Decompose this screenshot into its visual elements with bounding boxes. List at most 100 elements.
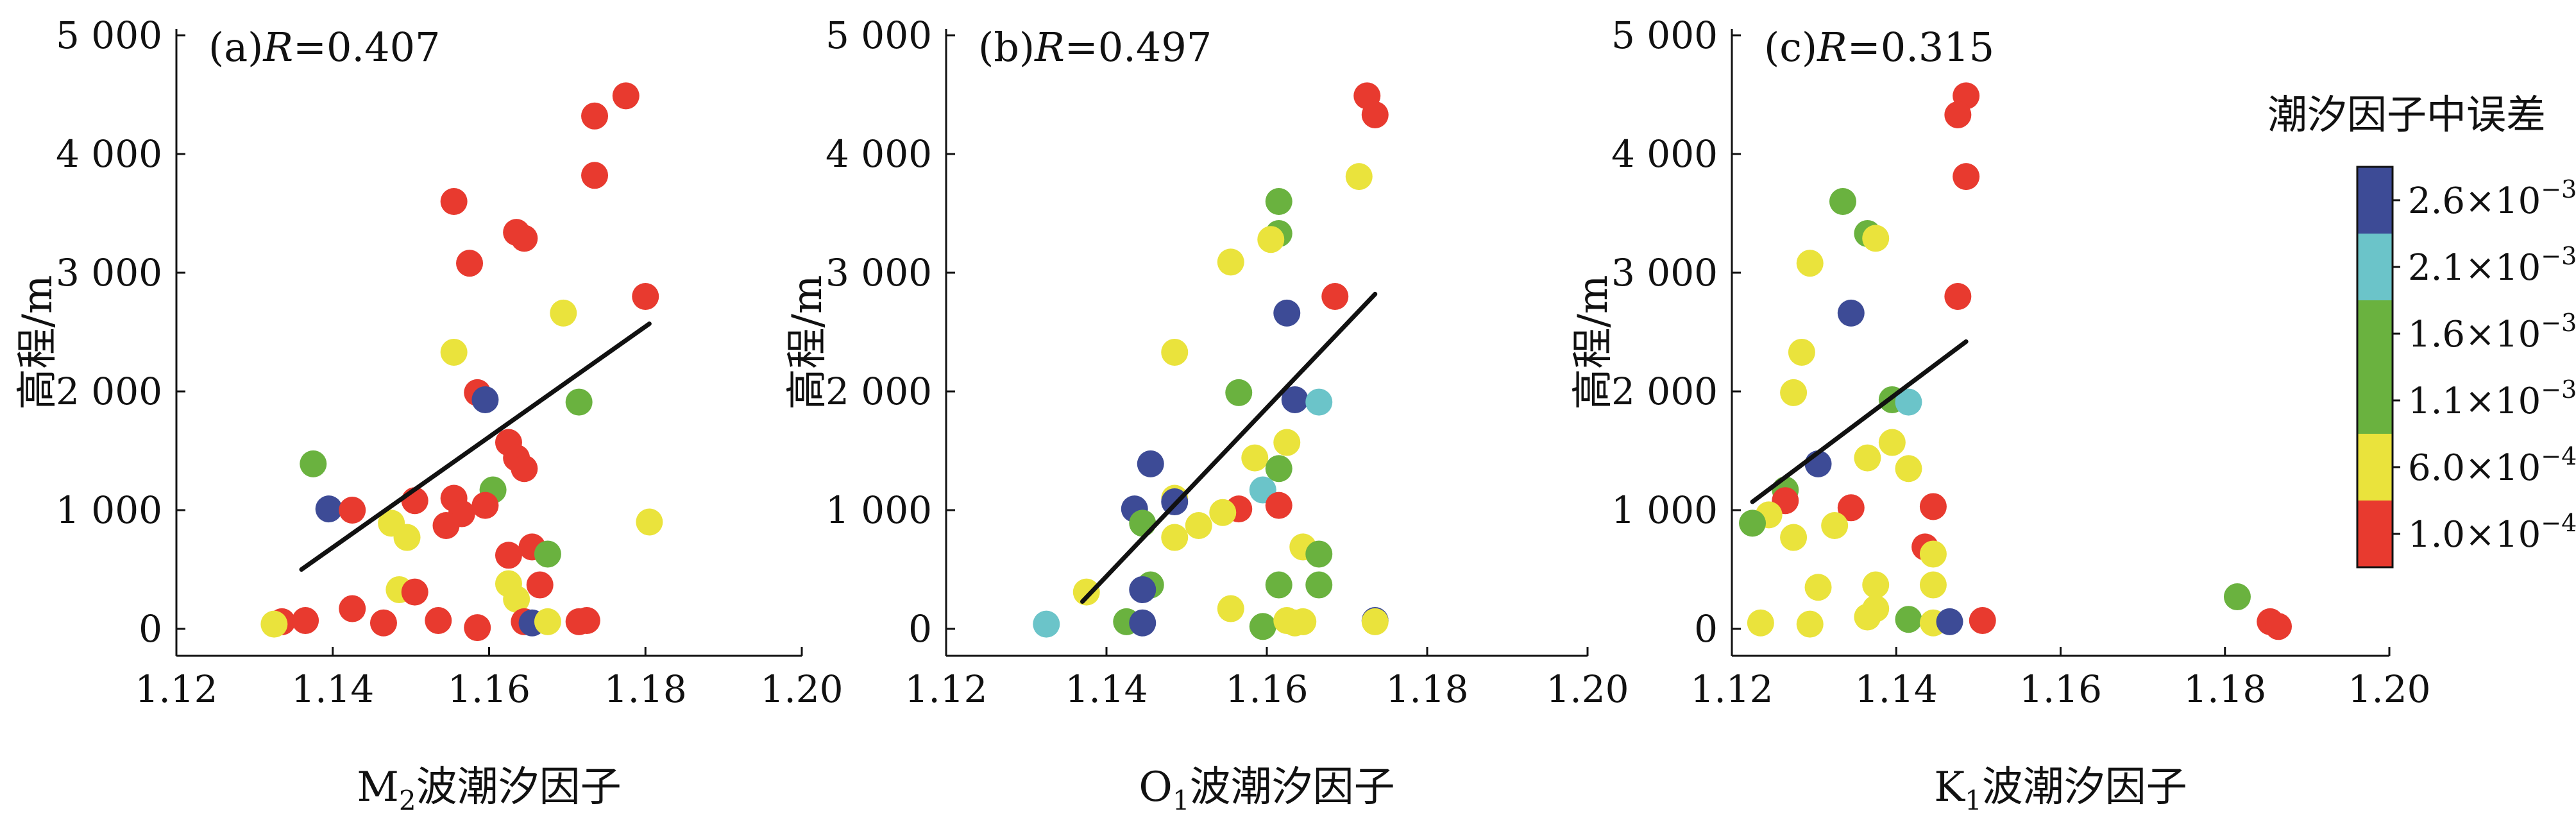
data-point — [581, 102, 609, 130]
data-point — [1919, 540, 1947, 568]
data-point — [1217, 248, 1244, 276]
data-point — [1321, 283, 1349, 310]
y-tick-label: 5 000 — [826, 13, 932, 57]
x-axis-label-main: O — [1139, 764, 1172, 811]
data-point — [1129, 509, 1157, 537]
panel-annotation: (b)R=0.497 — [978, 24, 1212, 71]
legend-label-base: 2.6×10 — [2408, 180, 2541, 222]
data-point — [565, 388, 593, 416]
x-tick-label: 1.20 — [2348, 667, 2430, 711]
data-point — [1209, 499, 1237, 526]
data-point — [369, 609, 397, 637]
data-point — [1936, 608, 1963, 635]
r-value: =0.315 — [1847, 24, 1994, 71]
data-point — [1241, 444, 1269, 472]
legend-label: 2.6×10−3 — [2408, 175, 2576, 222]
data-point — [1257, 226, 1285, 253]
x-axis-label: M2波潮汐因子 — [357, 764, 621, 816]
y-tick-label: 4 000 — [826, 132, 932, 176]
panel-annotation: (a)R=0.407 — [208, 24, 440, 71]
fit-line — [1750, 339, 1969, 504]
legend-color-swatch — [2357, 167, 2393, 234]
panel-label: (b) — [978, 24, 1035, 71]
legend-label: 2.1×10−3 — [2408, 242, 2576, 289]
data-point — [495, 542, 522, 569]
x-axis-label-rest: 波潮汐因子 — [1982, 764, 2187, 811]
data-point — [1919, 571, 1947, 599]
data-point — [401, 578, 428, 606]
data-point — [1137, 450, 1164, 477]
y-axis-label: 高程/m — [1570, 275, 1617, 409]
data-point — [1837, 494, 1865, 522]
data-point — [526, 571, 554, 599]
y-tick-label: 5 000 — [56, 13, 162, 57]
x-tick-label: 1.12 — [1690, 667, 1773, 711]
legend-color-swatch — [2357, 367, 2393, 434]
x-axis-label-main: M — [357, 764, 399, 811]
legend-color-swatch — [2357, 234, 2393, 300]
data-point — [1129, 609, 1157, 637]
x-tick-label: 1.16 — [1225, 667, 1308, 711]
legend-label-base: 2.1×10 — [2408, 247, 2541, 289]
legend-title: 潮汐因子中误差 — [2267, 91, 2546, 138]
data-point — [1854, 444, 1881, 472]
data-point — [632, 283, 659, 310]
data-point — [1289, 608, 1317, 635]
x-tick-label: 1.18 — [2183, 667, 2266, 711]
data-point — [339, 497, 366, 524]
legend-label: 1.1×10−3 — [2408, 375, 2576, 422]
legend-bar-frame — [2356, 166, 2394, 569]
r-value: =0.407 — [293, 24, 440, 71]
y-tick-label: 4 000 — [1611, 132, 1718, 176]
data-point — [1895, 455, 1922, 483]
legend-label-base: 1.6×10 — [2408, 314, 2541, 355]
data-point — [1161, 338, 1189, 366]
x-tick-label: 1.14 — [1065, 667, 1148, 711]
data-point — [1944, 283, 1972, 310]
data-point — [1953, 163, 1980, 191]
data-point — [1225, 379, 1253, 406]
y-tick-label: 0 — [908, 607, 932, 651]
data-point — [1862, 225, 1890, 252]
legend-label-exponent: −3 — [2541, 175, 2576, 203]
data-point — [425, 607, 452, 635]
x-tick-label: 1.20 — [1546, 667, 1629, 711]
y-tick-label: 3 000 — [1611, 251, 1718, 295]
data-point — [300, 450, 327, 477]
y-tick-label: 2 000 — [1611, 370, 1718, 413]
legend-label-exponent: −3 — [2541, 375, 2576, 404]
data-point — [315, 495, 343, 523]
data-point — [260, 610, 288, 638]
y-tick-label: 1 000 — [56, 488, 162, 532]
data-point — [1878, 429, 1906, 456]
data-point — [1739, 509, 1767, 537]
x-tick-label: 1.16 — [2019, 667, 2102, 711]
data-point — [1804, 574, 1832, 601]
data-point — [581, 162, 609, 189]
data-point — [1747, 609, 1774, 637]
data-point — [1780, 524, 1808, 551]
x-axis-label-rest: 波潮汐因子 — [1190, 764, 1395, 811]
data-point — [471, 492, 499, 519]
x-axis-label-main: K — [1934, 764, 1965, 811]
data-point — [1361, 608, 1389, 635]
color-legend: 潮汐因子中误差2.6×10−32.1×10−31.6×10−31.1×10−36… — [2267, 91, 2576, 569]
x-tick-label: 1.14 — [1855, 667, 1938, 711]
chart-panel-2: 0 1 000 2 000 3 000 4 000 5 000 1.12 1.14 1.16 1.… — [784, 13, 1629, 816]
data-point — [1265, 571, 1292, 599]
legend-label-exponent: −4 — [2541, 509, 2576, 537]
data-point — [1072, 578, 1100, 606]
chart-panel-1: 0 1 000 2 000 3 000 4 000 5 000 1.12 1.14 1.16 1.… — [14, 13, 843, 816]
data-point — [1895, 606, 1922, 633]
x-axis-label-subscript: 1 — [1173, 785, 1190, 816]
data-point — [2265, 613, 2292, 640]
y-tick-label: 2 000 — [56, 370, 162, 413]
legend-color-swatch — [2357, 434, 2393, 501]
chart-panel-3: 0 1 000 2 000 3 000 4 000 5 000 1.12 1.14 1.16 1.… — [1570, 13, 2431, 816]
legend-label-base: 6.0×10 — [2408, 447, 2541, 489]
y-tick-label: 1 000 — [1611, 488, 1718, 532]
data-point — [393, 524, 421, 551]
data-point — [1919, 493, 1947, 520]
legend-label-exponent: −4 — [2541, 442, 2576, 470]
